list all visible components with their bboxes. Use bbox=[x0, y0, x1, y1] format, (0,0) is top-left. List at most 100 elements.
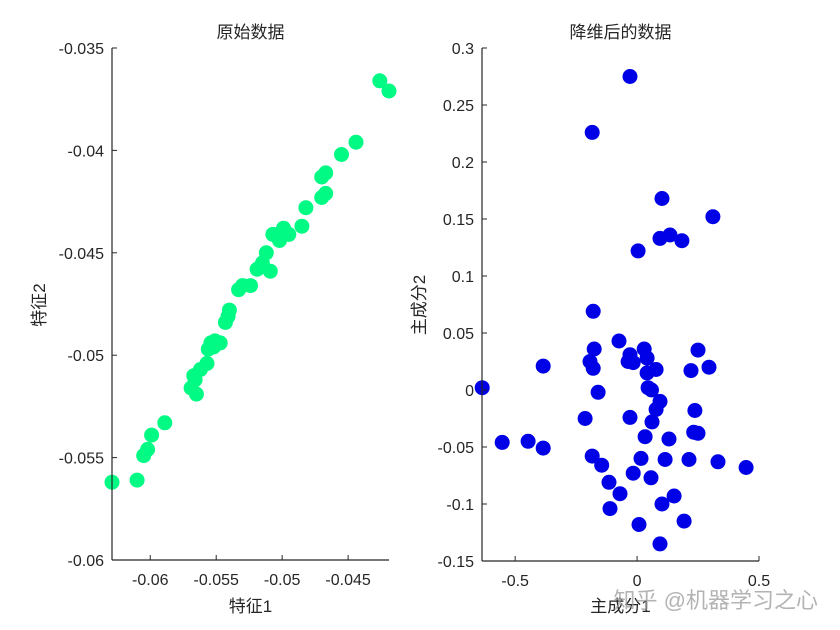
data-point bbox=[674, 233, 690, 249]
data-point bbox=[612, 486, 628, 502]
y-tick-label: 0.1 bbox=[452, 269, 474, 286]
data-point bbox=[602, 501, 618, 517]
data-point bbox=[318, 165, 334, 181]
data-point bbox=[144, 427, 160, 443]
data-point bbox=[701, 359, 717, 375]
x-tick-label: -0.06 bbox=[132, 572, 169, 589]
y-tick-label: 0.2 bbox=[452, 155, 474, 172]
data-point bbox=[631, 517, 647, 532]
data-point bbox=[590, 384, 606, 400]
data-points bbox=[474, 69, 754, 552]
data-point bbox=[221, 302, 237, 318]
data-point bbox=[584, 448, 600, 464]
y-tick-label: 0.05 bbox=[443, 326, 474, 343]
data-point bbox=[611, 333, 627, 349]
data-point bbox=[622, 409, 638, 425]
y-tick-label: -0.15 bbox=[438, 554, 475, 571]
data-point bbox=[622, 69, 638, 84]
data-point bbox=[243, 278, 258, 294]
data-point bbox=[705, 209, 721, 225]
data-point bbox=[681, 452, 697, 467]
x-tick-label: 0 bbox=[633, 573, 642, 590]
y-tick-label: 0.25 bbox=[443, 98, 474, 115]
data-point bbox=[262, 263, 278, 279]
data-point bbox=[157, 415, 173, 431]
x-axis-label: 主成分1 bbox=[590, 597, 650, 616]
data-point bbox=[129, 472, 145, 488]
data-point bbox=[630, 243, 646, 259]
y-tick-label: -0.035 bbox=[59, 41, 104, 58]
data-point bbox=[690, 425, 706, 441]
data-point bbox=[643, 470, 659, 486]
data-point bbox=[657, 452, 673, 467]
data-point bbox=[585, 303, 601, 319]
data-point bbox=[258, 245, 274, 261]
data-point bbox=[494, 434, 510, 450]
data-point bbox=[690, 342, 706, 358]
data-point bbox=[586, 341, 602, 357]
y-tick-label: 0 bbox=[465, 383, 474, 400]
y-tick-label: -0.055 bbox=[59, 451, 104, 468]
data-point bbox=[212, 335, 228, 351]
data-point bbox=[644, 414, 660, 430]
data-point bbox=[738, 460, 754, 475]
data-point bbox=[520, 433, 536, 449]
data-point bbox=[687, 403, 703, 418]
y-tick-label: 0.3 bbox=[452, 41, 474, 58]
chart-title: 原始数据 bbox=[217, 23, 285, 43]
data-point bbox=[381, 83, 397, 99]
data-point bbox=[652, 536, 668, 552]
data-point bbox=[601, 474, 617, 490]
scatter-plot-original: -0.06 -0.055 -0.05 -0.045 -0.04 -0.035 -0.06 -0… bbox=[30, 23, 397, 616]
data-point bbox=[625, 355, 641, 371]
watermark-text: 知乎 @机器学习之心 bbox=[614, 588, 818, 613]
data-point bbox=[577, 411, 593, 426]
data-point bbox=[535, 440, 551, 456]
data-point bbox=[644, 382, 659, 398]
scatter-plot-reduced: -0.15 -0.1 -0.05 0 0.05 0.1 0.15 0.2 0.25 0.3 -0.5… bbox=[410, 23, 770, 616]
y-tick-label: -0.045 bbox=[59, 246, 104, 263]
y-tick-label: -0.1 bbox=[446, 497, 474, 514]
y-axis-label: 主成分2 bbox=[410, 275, 429, 335]
data-point bbox=[666, 488, 682, 504]
data-points bbox=[104, 73, 397, 490]
data-point bbox=[281, 226, 297, 242]
data-point bbox=[334, 147, 349, 162]
data-point bbox=[648, 362, 664, 377]
data-point bbox=[348, 134, 364, 150]
data-point bbox=[140, 441, 156, 457]
data-point bbox=[637, 429, 653, 445]
y-tick-label: -0.05 bbox=[438, 440, 475, 457]
data-point bbox=[318, 185, 334, 201]
data-point bbox=[654, 191, 670, 206]
y-tick-label: -0.04 bbox=[68, 143, 105, 160]
y-axis-label: 特征2 bbox=[30, 283, 49, 326]
data-point bbox=[633, 450, 649, 466]
data-point bbox=[710, 454, 726, 470]
data-point bbox=[648, 401, 664, 417]
data-point bbox=[372, 73, 388, 89]
y-tick-label: -0.06 bbox=[68, 553, 105, 570]
data-point bbox=[661, 431, 677, 447]
data-point bbox=[662, 227, 678, 243]
data-point bbox=[676, 513, 692, 529]
x-tick-label: 0.5 bbox=[748, 573, 770, 590]
data-point bbox=[654, 496, 670, 512]
data-point bbox=[294, 218, 310, 234]
data-point bbox=[625, 465, 641, 481]
data-point bbox=[639, 350, 655, 366]
data-point bbox=[594, 457, 610, 473]
data-point bbox=[683, 363, 699, 379]
chart-title: 降维后的数据 bbox=[570, 23, 672, 43]
x-tick-label: -0.05 bbox=[264, 572, 301, 589]
y-tick-label: -0.05 bbox=[68, 348, 105, 365]
x-tick-label: -0.045 bbox=[325, 572, 370, 589]
x-axis-label: 特征1 bbox=[229, 597, 272, 616]
data-point bbox=[298, 200, 314, 216]
data-point bbox=[535, 358, 551, 374]
y-tick-label: 0.15 bbox=[443, 212, 474, 229]
x-tick-label: -0.055 bbox=[194, 572, 239, 589]
data-point bbox=[585, 360, 601, 376]
